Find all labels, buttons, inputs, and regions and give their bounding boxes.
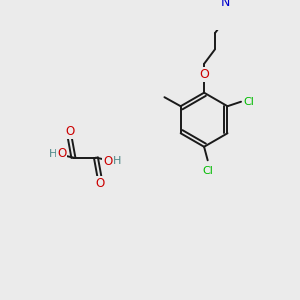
Text: O: O xyxy=(57,148,66,160)
Text: O: O xyxy=(199,68,209,81)
Text: Cl: Cl xyxy=(244,97,255,107)
Text: H: H xyxy=(112,156,121,166)
Text: O: O xyxy=(65,125,74,138)
Text: N: N xyxy=(221,0,230,9)
Text: O: O xyxy=(103,155,112,168)
Text: O: O xyxy=(95,177,104,190)
Text: H: H xyxy=(49,149,57,159)
Text: Cl: Cl xyxy=(202,166,213,176)
